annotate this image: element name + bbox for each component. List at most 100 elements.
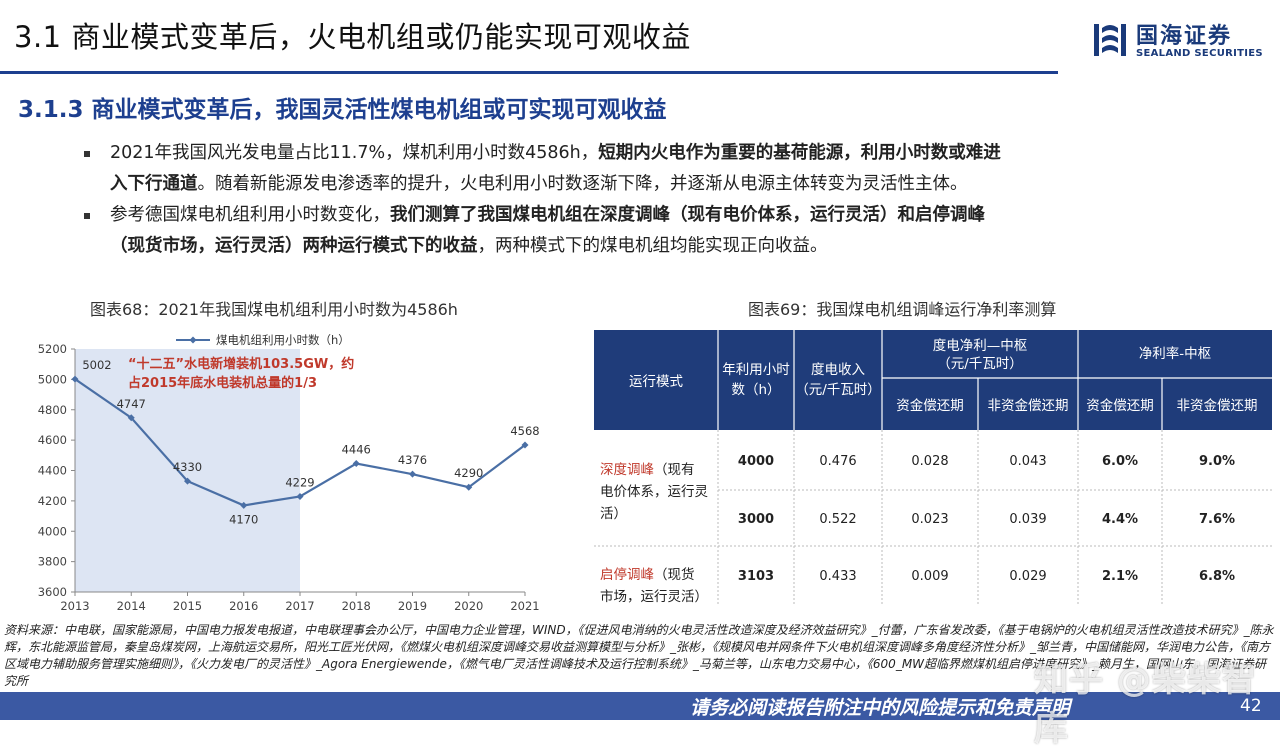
bullet-square-icon <box>84 213 90 219</box>
table-cell: 0.039 <box>1009 512 1046 527</box>
table-header-cell: 非资金偿还期 <box>1177 398 1258 414</box>
x-tick-label: 2019 <box>398 599 427 613</box>
bullet-list: 2021年我国风光发电量占比11.7%，煤机利用小时数4586h，短期内火电作为… <box>84 138 1204 262</box>
mode-name: 深度调峰 <box>600 462 654 478</box>
table-header-cell: 度电收入 <box>811 362 865 378</box>
data-label: 5002 <box>82 358 111 372</box>
table-cell: 6.8% <box>1199 569 1235 584</box>
bullet-text: 2021年我国风光发电量占比11.7%，煤机利用小时数4586h， <box>110 143 599 163</box>
data-label: 4290 <box>454 466 483 480</box>
mode-desc: 活） <box>600 506 627 522</box>
table-header-cell: 非资金偿还期 <box>988 398 1069 414</box>
mode-desc: 电价体系，运行灵 <box>600 484 708 500</box>
x-tick-label: 2021 <box>510 599 539 613</box>
bullet-text-bold: （现货市场，运行灵活）两种运行模式下的收益 <box>110 236 478 256</box>
y-tick-label: 4200 <box>38 494 67 508</box>
bullet-item: 参考德国煤电机组利用小时数变化，我们测算了我国煤电机组在深度调峰（现有电价体系，… <box>84 200 1204 262</box>
legend-marker <box>189 336 197 344</box>
y-tick-label: 4800 <box>38 403 67 417</box>
table-mode-label: 活） <box>600 506 627 522</box>
table-cell: 0.522 <box>819 512 856 527</box>
header-divider <box>0 71 1058 74</box>
brand-name-cn: 国海证券 <box>1136 24 1233 49</box>
brand-logo: 国海证券 SEALAND SECURITIES <box>1092 18 1272 64</box>
footer-bar <box>0 692 1280 720</box>
data-point <box>409 470 416 478</box>
disclaimer-notice: 请务必阅读报告附注中的风险提示和免责声明 <box>690 697 1071 719</box>
page-title: 3.1 商业模式变革后，火电机组或仍能实现可观收益 <box>14 20 691 54</box>
chart-annotation: 占2015年底水电装机总量的1/3 <box>128 375 317 391</box>
mode-desc: （现货 <box>654 566 695 583</box>
mode-desc: 市场，运行灵活） <box>600 588 708 604</box>
table-header-cell: （元/千瓦时） <box>795 382 881 398</box>
x-tick-label: 2017 <box>285 599 314 613</box>
table-cell: 9.0% <box>1199 454 1235 469</box>
bullet-text: 参考德国煤电机组利用小时数变化， <box>110 205 390 225</box>
y-tick-label: 5200 <box>38 342 67 356</box>
table-mode-label: 电价体系，运行灵 <box>600 484 708 500</box>
utilization-hours-chart: 5200 5000 4800 4600 4400 4200 4000 3800 36002013… <box>38 333 540 613</box>
table-cell: 0.028 <box>911 454 948 469</box>
section-subtitle: 3.1.3 商业模式变革后，我国灵活性煤电机组或可实现可观收益 <box>18 97 667 123</box>
table-cell: 6.0% <box>1102 454 1138 469</box>
x-tick-label: 2016 <box>229 599 258 613</box>
data-label: 4747 <box>117 397 146 411</box>
table-header-cell: 资金偿还期 <box>1086 398 1154 414</box>
brand-name-en: SEALAND SECURITIES <box>1136 48 1263 59</box>
table-header-cell: （元/千瓦时） <box>937 356 1023 372</box>
x-tick-label: 2015 <box>173 599 202 613</box>
y-tick-label: 5000 <box>38 372 67 386</box>
highlight-band <box>75 349 300 592</box>
data-point <box>352 460 360 468</box>
page-number: 42 <box>1240 696 1262 716</box>
bullet-item: 2021年我国风光发电量占比11.7%，煤机利用小时数4586h，短期内火电作为… <box>84 138 1204 200</box>
bullet-text-bold: 入下行通道 <box>110 174 198 194</box>
mode-desc: （现有 <box>654 462 695 478</box>
data-point <box>296 492 304 500</box>
table-cell: 2.1% <box>1102 569 1138 584</box>
table-header-cell: 度电净利—中枢 <box>933 338 1028 354</box>
sources-note: 资料来源：中电联，国家能源局，中国电力报发电报道，中电联理事会办公厅，中国电力企… <box>4 623 1274 688</box>
table-cell: 0.043 <box>1009 454 1046 469</box>
data-label: 4229 <box>285 475 314 489</box>
data-label: 4568 <box>510 424 539 438</box>
table-cell: 0.476 <box>819 454 856 469</box>
table-cell: 0.433 <box>819 569 856 584</box>
bullet-text: ，两种模式下的煤电机组均能实现正向收益。 <box>477 236 828 256</box>
table-caption: 图表69：我国煤电机组调峰运行净利率测算 <box>748 300 1057 319</box>
data-label: 4446 <box>342 443 371 457</box>
table-cell: 4.4% <box>1102 512 1138 527</box>
x-tick-label: 2020 <box>454 599 483 613</box>
sealand-logo-icon <box>1094 24 1126 56</box>
table-cell: 3000 <box>738 512 774 527</box>
data-label: 4170 <box>229 512 258 526</box>
data-point <box>240 501 248 509</box>
x-tick-label: 2013 <box>60 599 89 613</box>
table-header-cell: 年利用小时 <box>722 362 790 378</box>
data-point <box>184 477 191 485</box>
table-header-cell: 数（h） <box>731 382 780 398</box>
y-tick-label: 3600 <box>38 585 67 599</box>
table-mode-label: 深度调峰（现有 <box>600 462 695 478</box>
table-header-bg <box>594 330 1272 430</box>
y-tick-label: 3800 <box>38 555 67 569</box>
table-header-cell: 运行模式 <box>629 374 683 390</box>
table-mode-label: 启停调峰（现货 <box>600 566 695 583</box>
table-cell: 7.6% <box>1199 512 1235 527</box>
y-tick-label: 4600 <box>38 433 67 447</box>
data-label: 4330 <box>173 460 202 474</box>
table-cell: 0.023 <box>911 512 948 527</box>
table-mode-label: 市场，运行灵活） <box>600 588 708 604</box>
bullet-text-bold: 短期内火电作为重要的基荷能源，利用小时数或难进 <box>598 143 1001 163</box>
y-tick-label: 4400 <box>38 464 67 478</box>
table-cell: 0.029 <box>1009 569 1046 584</box>
legend-label: 煤电机组利用小时数（h） <box>216 333 350 347</box>
x-tick-label: 2014 <box>117 599 146 613</box>
chart-annotation: “十二五”水电新增装机103.5GW，约 <box>128 356 354 372</box>
data-point <box>127 414 135 422</box>
bullet-text: 。随着新能源发电渗透率的提升，火电利用小时数逐渐下降，并逐渐从电源主体转变为灵活… <box>197 174 968 194</box>
bullet-square-icon <box>84 151 90 157</box>
table-header-cell: 资金偿还期 <box>896 398 964 414</box>
x-tick-label: 2018 <box>342 599 371 613</box>
